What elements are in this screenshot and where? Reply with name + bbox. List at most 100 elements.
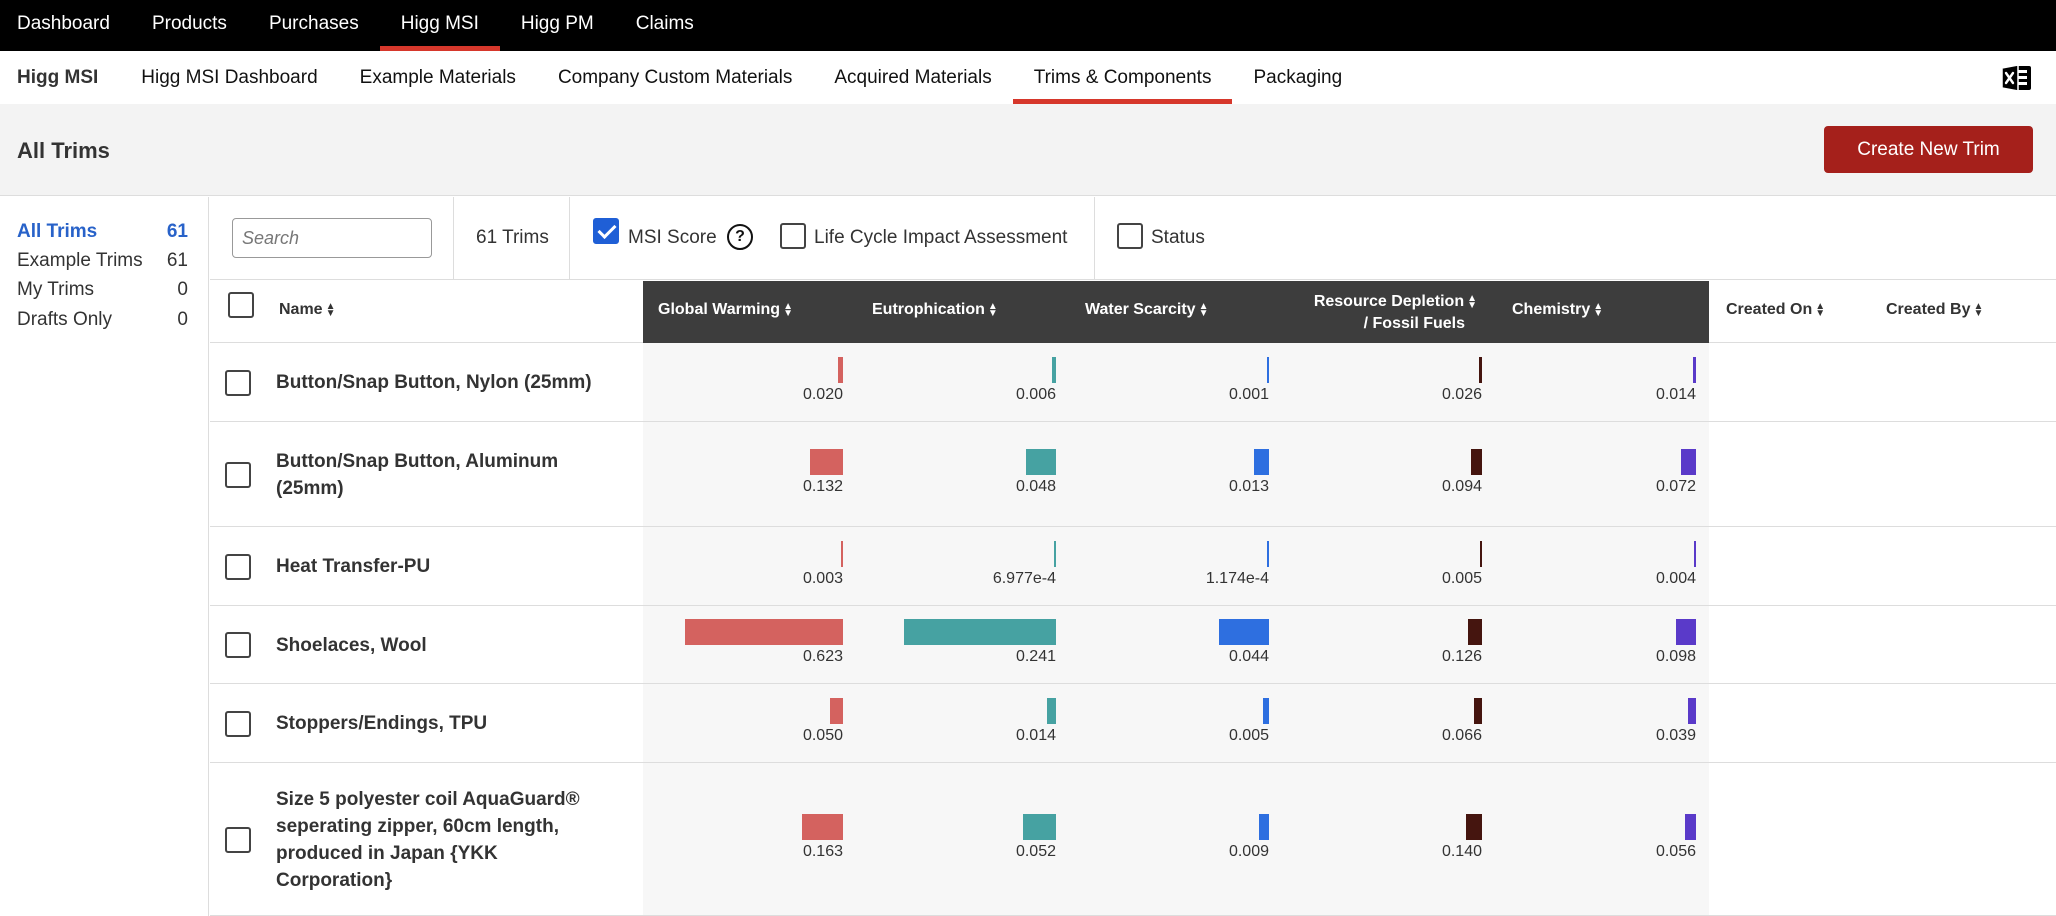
table-row[interactable]: Button/Snap Button, Nylon (25mm) 0.020 0.0… (210, 343, 2056, 422)
row-name[interactable]: Button/Snap Button, Aluminum (25mm) (276, 448, 606, 502)
column-header-water-scarcity[interactable]: Water Scarcity ▲ ▼ (1085, 301, 1208, 319)
column-header-eutrophication[interactable]: Eutrophication ▲ ▼ (872, 301, 998, 319)
subnav-tab[interactable]: Company Custom Materials (557, 67, 793, 88)
bar-eutrophication (1052, 356, 1056, 383)
column-header-global-warming-label: Global Warming (658, 301, 781, 318)
trim-count: 61 Trims (476, 227, 549, 248)
sort-icon[interactable]: ▲ ▼ (1198, 300, 1209, 319)
column-header-eutrophication-label: Eutrophication (872, 301, 985, 318)
sidebar-item-count: 0 (177, 279, 188, 300)
row-checkbox[interactable] (225, 461, 251, 488)
table-header: Name ▲ ▼ Global Warming ▲ ▼ Eutrophication ▲ ▼… (210, 281, 2056, 343)
row-checkbox[interactable] (225, 369, 251, 396)
row-name-line: Shoelaces, Wool (276, 634, 427, 656)
row-name[interactable]: Heat Transfer-PU (276, 553, 606, 580)
bar-resource-depletion (1471, 448, 1482, 475)
sidebar-item[interactable]: Drafts Only 0 (17, 305, 188, 335)
search-input[interactable] (232, 218, 432, 258)
status-checkbox[interactable] (1117, 223, 1143, 249)
value-resource-depletion: 0.094 (1441, 477, 1482, 495)
row-checkbox[interactable] (225, 710, 251, 737)
sort-icon[interactable]: ▲ ▼ (325, 300, 336, 319)
subnav-brand[interactable]: Higg MSI (17, 67, 99, 88)
bar-chemistry (1688, 697, 1696, 724)
column-header-created-by[interactable]: Created By ▲ ▼ (1886, 301, 1983, 319)
table-row[interactable]: Size 5 polyester coil AquaGuard® seperati… (210, 763, 2056, 916)
table-row[interactable]: Stoppers/Endings, TPU 0.050 0.014 0.005 0.06… (210, 684, 2056, 763)
column-header-chemistry[interactable]: Chemistry ▲ ▼ (1512, 301, 1603, 319)
column-header-created-on[interactable]: Created On ▲ ▼ (1726, 301, 1825, 319)
column-header-global-warming[interactable]: Global Warming ▲ ▼ (658, 301, 793, 319)
column-header-chemistry-label: Chemistry (1512, 301, 1591, 318)
sidebar-item[interactable]: My Trims 0 (17, 275, 188, 305)
divider (453, 197, 454, 280)
top-nav-item[interactable]: Higg PM (520, 13, 594, 34)
bar-resource-depletion (1479, 356, 1482, 383)
top-nav-item[interactable]: Products (151, 13, 227, 34)
sidebar-filter: All Trims 61 Example Trims 61 My Trims 0 Draft… (0, 197, 209, 916)
bar-water-scarcity (1267, 356, 1269, 383)
sidebar-item-count: 61 (166, 221, 188, 242)
bar-water-scarcity (1267, 540, 1269, 567)
row-name-line: Button/Snap Button, Aluminum (276, 450, 559, 472)
row-name[interactable]: Button/Snap Button, Nylon (25mm) (276, 369, 606, 396)
divider (569, 197, 570, 280)
value-resource-depletion: 0.066 (1441, 726, 1482, 744)
sidebar-item[interactable]: All Trims 61 (17, 217, 188, 247)
row-name[interactable]: Shoelaces, Wool (276, 632, 606, 659)
bar-resource-depletion (1467, 619, 1482, 645)
value-resource-depletion: 0.140 (1441, 842, 1482, 860)
msi-score-checkbox[interactable] (593, 218, 619, 244)
column-header-resource-depletion[interactable]: Resource Depletion ▲ ▼ / Fossil Fuels (1302, 291, 1477, 335)
row-name-line: seperating zipper, 60cm length, (276, 815, 559, 837)
value-eutrophication: 0.006 (1015, 385, 1056, 403)
value-resource-depletion: 0.126 (1441, 648, 1482, 665)
subnav-tab[interactable]: Packaging (1253, 67, 1343, 88)
value-chemistry: 0.004 (1655, 569, 1696, 587)
help-icon[interactable]: ? (727, 224, 753, 250)
top-nav-item[interactable]: Dashboard (17, 13, 110, 34)
subnav-tab[interactable]: Example Materials (359, 67, 516, 88)
subnav-tab[interactable]: Acquired Materials (834, 67, 992, 88)
row-name[interactable]: Size 5 polyester coil AquaGuard® seperati… (276, 786, 606, 894)
page-title: All Trims (17, 138, 110, 163)
sort-icon[interactable]: ▲ ▼ (1467, 292, 1477, 311)
bar-chemistry (1681, 448, 1696, 475)
bar-resource-depletion (1474, 697, 1482, 724)
row-name[interactable]: Stoppers/Endings, TPU (276, 710, 606, 737)
row-name-line: Stoppers/Endings, TPU (276, 713, 488, 734)
top-nav-item[interactable]: Purchases (268, 13, 359, 34)
sort-icon[interactable]: ▲ ▼ (1593, 300, 1604, 319)
top-nav-item[interactable]: Higg MSI (379, 0, 501, 51)
create-new-trim-button[interactable]: Create New Trim (1824, 126, 2033, 173)
value-global-warming: 0.163 (802, 842, 843, 860)
row-checkbox[interactable] (225, 553, 251, 580)
excel-export-icon[interactable] (2002, 64, 2032, 92)
row-checkbox[interactable] (225, 826, 251, 853)
value-chemistry: 0.056 (1655, 842, 1696, 860)
bar-global-warming (809, 448, 843, 475)
sub-nav: Higg MSI Higg MSI Dashboard Example Mater… (0, 51, 2056, 104)
bar-eutrophication (1047, 697, 1056, 724)
subnav-tab[interactable]: Higg MSI Dashboard (141, 67, 318, 88)
value-global-warming: 0.132 (802, 477, 843, 495)
column-header-resource-depletion-label: Resource Depletion (1313, 293, 1465, 310)
table-row[interactable]: Button/Snap Button, Aluminum (25mm) 0.132 0… (210, 422, 2056, 527)
row-name-line: Size 5 polyester coil AquaGuard® (276, 788, 580, 810)
table-row[interactable]: Heat Transfer-PU 0.003 6.977e-4 1.174e-4 0.0… (210, 527, 2056, 606)
lcia-checkbox[interactable] (780, 223, 806, 249)
msi-columns-header (643, 281, 1709, 343)
subnav-tab[interactable]: Trims & Components (1012, 51, 1233, 104)
top-nav-item[interactable]: Claims (635, 13, 694, 34)
sidebar-item[interactable]: Example Trims 61 (17, 246, 188, 276)
table-row[interactable]: Shoelaces, Wool 0.623 0.241 0.044 0.126 0.098 (210, 606, 2056, 684)
sort-icon[interactable]: ▲ ▼ (1815, 300, 1826, 319)
sort-icon[interactable]: ▲ ▼ (1973, 300, 1984, 319)
column-header-name[interactable]: Name ▲ ▼ (279, 301, 335, 319)
select-all-checkbox[interactable] (228, 292, 254, 318)
sort-icon[interactable]: ▲ ▼ (987, 300, 998, 319)
row-checkbox[interactable] (225, 632, 251, 658)
sort-icon[interactable]: ▲ ▼ (783, 300, 793, 319)
value-eutrophication: 0.052 (1015, 842, 1056, 860)
column-header-created-on-label: Created On (1726, 301, 1813, 318)
